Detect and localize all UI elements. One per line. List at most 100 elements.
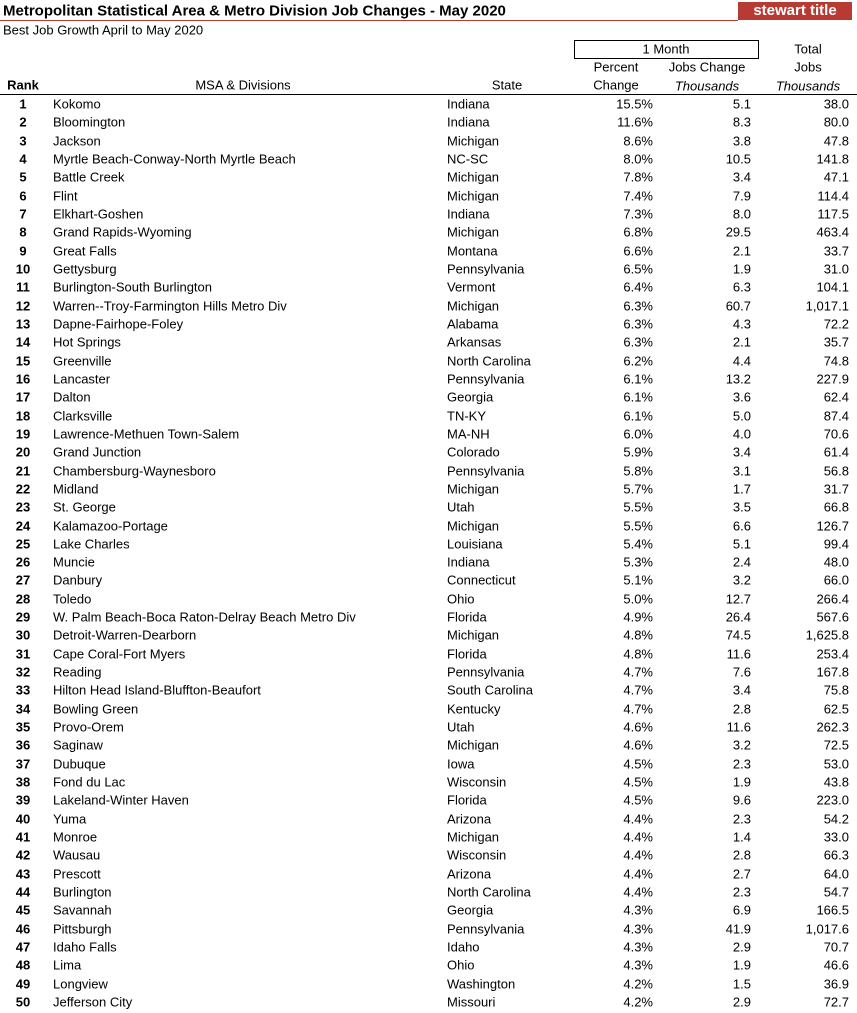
state-cell: Arkansas (447, 334, 502, 350)
jobs-change-cell: 4.4 (732, 353, 751, 369)
percent-cell: 5.5% (623, 499, 653, 515)
state-cell: Georgia (447, 902, 494, 918)
rank-cell: 11 (16, 279, 30, 295)
state-cell: Utah (447, 719, 475, 735)
jobs-change-cell: 3.4 (732, 444, 751, 460)
state-cell: Michigan (447, 737, 500, 753)
total-jobs-cell: 62.5 (823, 701, 849, 717)
percent-cell: 6.4% (623, 279, 653, 295)
msa-cell: Danbury (53, 572, 103, 588)
total-jobs-cell: 463.4 (816, 224, 849, 240)
rank-cell: 42 (15, 847, 31, 863)
msa-cell: Bowling Green (53, 701, 139, 717)
state-cell: Idaho (447, 939, 480, 955)
total-jobs-cell: 223.0 (816, 792, 849, 808)
msa-cell: Burlington-South Burlington (53, 279, 212, 295)
state-cell: Michigan (447, 829, 500, 845)
msa-cell: Wausau (53, 847, 101, 863)
msa-cell: Myrtle Beach-Conway-North Myrtle Beach (53, 151, 296, 167)
state-cell: Pennsylvania (447, 664, 525, 680)
msa-cell: Lake Charles (53, 536, 130, 552)
state-cell: Wisconsin (447, 774, 507, 790)
state-cell: Arizona (447, 811, 492, 827)
total-jobs-cell: 72.2 (823, 316, 849, 332)
jobs-change-cell: 2.3 (732, 884, 751, 900)
percent-cell: 4.4% (623, 811, 653, 827)
state-cell: Michigan (447, 518, 500, 533)
jobs-change-cell: 4.0 (732, 426, 751, 442)
total-jobs-cell: 166.5 (816, 902, 849, 918)
state-cell: Florida (447, 792, 487, 808)
msa-cell: Toledo (53, 591, 92, 607)
state-cell: Montana (447, 243, 498, 259)
percent-cell: 6.8% (623, 224, 653, 240)
jobs-change-cell: 5.0 (732, 408, 751, 424)
total-jobs-cell: 56.8 (823, 463, 849, 479)
percent-cell: 6.1% (623, 389, 653, 405)
percent-cell: 4.4% (623, 847, 653, 863)
title: Metropolitan Statistical Area & Metro Di… (3, 2, 506, 20)
total-jobs-cell: 117.5 (817, 206, 849, 222)
total-jobs-cell: 48.0 (823, 554, 849, 570)
msa-cell: Chambersburg-Waynesboro (53, 463, 216, 479)
msa-cell: Monroe (53, 829, 98, 845)
rank-cell: 31 (15, 646, 31, 662)
total-jobs-cell: 64.0 (823, 866, 849, 882)
total-jobs-cell: 66.3 (823, 847, 849, 863)
rank-cell: 24 (15, 518, 31, 533)
total-jobs-cell: 87.4 (823, 408, 849, 424)
jobs-change-cell: 1.4 (732, 829, 751, 845)
percent-cell: 8.6% (623, 133, 653, 149)
total-jobs-cell: 33.0 (823, 829, 849, 845)
rank-cell: 48 (15, 957, 31, 973)
jobs-change-cell: 8.3 (732, 114, 751, 130)
msa-cell: Muncie (53, 554, 95, 570)
jobs-change-cell: 13.2 (725, 371, 751, 387)
percent-cell: 5.9% (623, 444, 653, 460)
jobs-change-cell: 5.1 (732, 96, 751, 112)
msa-cell: Greenville (53, 353, 112, 369)
msa-cell: Grand Junction (53, 444, 142, 460)
msa-cell: Grand Rapids-Wyoming (53, 224, 192, 240)
rank-cell: 34 (15, 701, 31, 717)
total-jobs-cell: 66.8 (823, 499, 849, 515)
percent-cell: 11.6% (617, 114, 653, 130)
rank-cell: 17 (15, 389, 31, 405)
msa-cell: Gettysburg (53, 261, 117, 277)
percent-cell: 4.8% (623, 627, 653, 643)
msa-cell: Hot Springs (53, 334, 121, 350)
msa-cell: Saginaw (53, 737, 103, 753)
percent-cell: 4.7% (623, 682, 653, 698)
percent-cell: 6.3% (623, 298, 653, 314)
rank-cell: 27 (15, 572, 31, 588)
percent-cell: 5.0% (623, 591, 653, 607)
msa-cell: Dalton (53, 389, 91, 405)
percent-cell: 6.1% (623, 408, 653, 424)
total-jobs-cell: 43.8 (823, 774, 849, 790)
percent-cell: 4.2% (623, 994, 653, 1010)
rank-cell: 50 (15, 994, 31, 1010)
state-cell: Indiana (447, 554, 490, 570)
rank-cell: 18 (15, 408, 31, 424)
jobs-change-cell: 3.6 (732, 389, 751, 405)
msa-cell: Lakeland-Winter Haven (53, 792, 189, 808)
total-jobs-cell: 72.7 (823, 994, 849, 1010)
msa-cell: Savannah (53, 902, 112, 918)
msa-cell: Lima (53, 957, 82, 973)
column-header: Jobs Change (668, 59, 746, 75)
total-jobs-cell: 70.7 (823, 939, 849, 955)
percent-cell: 4.7% (623, 664, 653, 680)
rank-cell: 46 (15, 921, 31, 937)
rank-cell: 15 (15, 353, 31, 369)
msa-cell: Longview (53, 976, 108, 992)
total-jobs-cell: 31.7 (823, 481, 849, 497)
percent-cell: 4.9% (623, 609, 653, 625)
state-cell: Pennsylvania (447, 261, 525, 277)
state-cell: Indiana (447, 96, 490, 112)
total-jobs-cell: 47.8 (823, 133, 849, 149)
msa-cell: Hilton Head Island-Bluffton-Beaufort (53, 682, 261, 698)
percent-cell: 6.5% (623, 261, 653, 277)
jobs-change-cell: 2.9 (732, 939, 751, 955)
msa-cell: W. Palm Beach-Boca Raton-Delray Beach Me… (53, 609, 356, 625)
